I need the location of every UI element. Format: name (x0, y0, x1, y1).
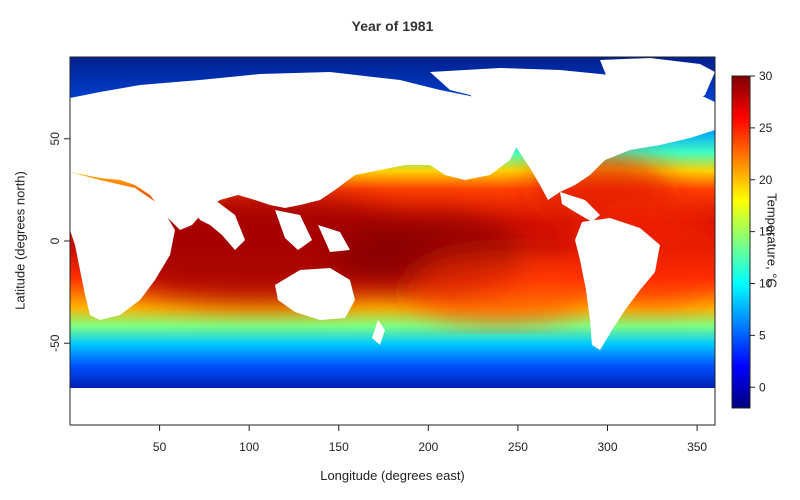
x-axis-label: Longitude (degrees east) (320, 468, 465, 483)
colorbar: 0 5 10 15 20 25 30 (731, 69, 773, 409)
y-tick-label: 50 (48, 132, 62, 146)
colorbar-tick-label: 5 (759, 328, 766, 342)
y-tick-label: -50 (48, 334, 62, 352)
land-masses (70, 58, 715, 425)
x-tick-label: 250 (508, 440, 528, 454)
x-tick-label: 150 (329, 440, 349, 454)
y-tick-label: 0 (48, 237, 62, 244)
colorbar-ticks: 0 5 10 15 20 25 30 (750, 69, 773, 394)
colorbar-tick-label: 10 (759, 277, 773, 291)
y-axis-ticks: -50 0 50 (48, 132, 70, 352)
colorbar-tick-label: 20 (759, 173, 773, 187)
x-tick-label: 100 (239, 440, 259, 454)
colorbar-tick-label: 30 (759, 69, 773, 83)
x-tick-label: 350 (687, 440, 707, 454)
chart-title: Year of 1981 (351, 18, 434, 34)
colorbar-gradient (731, 75, 751, 409)
x-axis-ticks: 50 100 150 200 250 300 350 (153, 425, 707, 454)
x-tick-label: 200 (418, 440, 438, 454)
colorbar-tick-label: 15 (759, 225, 773, 239)
colorbar-tick-label: 25 (759, 121, 773, 135)
map-field (70, 57, 715, 425)
x-tick-label: 50 (153, 440, 167, 454)
x-tick-label: 300 (597, 440, 617, 454)
colorbar-tick-label: 0 (759, 380, 766, 394)
